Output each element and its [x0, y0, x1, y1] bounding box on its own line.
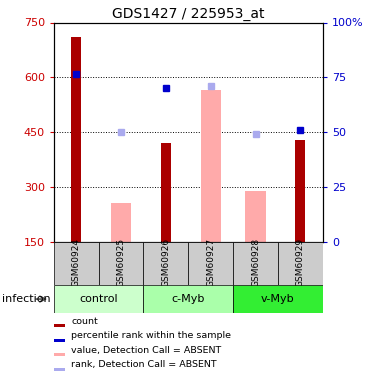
- Text: rank, Detection Call = ABSENT: rank, Detection Call = ABSENT: [71, 360, 217, 369]
- Text: value, Detection Call = ABSENT: value, Detection Call = ABSENT: [71, 346, 221, 355]
- FancyBboxPatch shape: [54, 285, 144, 313]
- Text: GSM60924: GSM60924: [72, 238, 81, 287]
- Text: GSM60928: GSM60928: [251, 238, 260, 287]
- Text: c-Myb: c-Myb: [172, 294, 205, 304]
- FancyBboxPatch shape: [188, 242, 233, 285]
- Text: control: control: [79, 294, 118, 304]
- Text: count: count: [71, 316, 98, 326]
- Title: GDS1427 / 225953_at: GDS1427 / 225953_at: [112, 8, 265, 21]
- FancyBboxPatch shape: [278, 242, 323, 285]
- FancyBboxPatch shape: [144, 242, 188, 285]
- Text: GSM60926: GSM60926: [161, 238, 170, 287]
- FancyBboxPatch shape: [233, 285, 323, 313]
- Text: v-Myb: v-Myb: [261, 294, 295, 304]
- Bar: [111, 204, 131, 242]
- FancyBboxPatch shape: [99, 242, 144, 285]
- Text: infection: infection: [2, 294, 50, 304]
- Bar: [54, 339, 65, 342]
- Text: percentile rank within the sample: percentile rank within the sample: [71, 331, 231, 340]
- Bar: [54, 324, 65, 327]
- Bar: [246, 190, 266, 242]
- Bar: [54, 353, 65, 357]
- Bar: [295, 140, 305, 242]
- Bar: [201, 90, 221, 242]
- FancyBboxPatch shape: [233, 242, 278, 285]
- Text: GSM60927: GSM60927: [206, 238, 215, 287]
- Bar: [161, 143, 171, 242]
- FancyBboxPatch shape: [144, 285, 233, 313]
- Bar: [71, 37, 81, 242]
- Text: GSM60925: GSM60925: [116, 238, 125, 287]
- FancyBboxPatch shape: [54, 242, 99, 285]
- Bar: [54, 368, 65, 371]
- Text: GSM60929: GSM60929: [296, 238, 305, 287]
